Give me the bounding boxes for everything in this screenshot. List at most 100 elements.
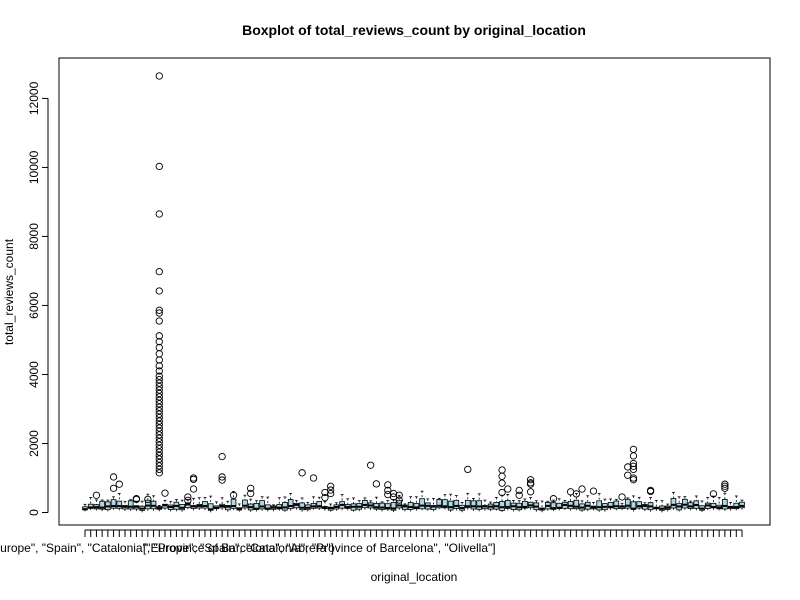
outlier-point <box>155 350 163 358</box>
outlier-point <box>498 479 506 487</box>
box-group <box>309 474 318 510</box>
box-group <box>699 500 705 512</box>
box-group <box>556 498 562 511</box>
box-group <box>493 497 500 511</box>
box <box>573 499 580 510</box>
outlier-point <box>321 494 329 502</box>
box-group <box>247 484 255 513</box>
box-group <box>624 463 632 511</box>
outlier-point <box>155 417 163 425</box>
box-group <box>356 500 363 512</box>
box-group <box>82 503 88 512</box>
outlier-point <box>109 484 118 492</box>
box-group <box>424 498 431 511</box>
outlier-point <box>155 434 163 442</box>
x-axis: ["Europe", "Spain", "Catalonia", "Provin… <box>0 529 743 555</box>
box <box>242 499 248 509</box>
box-group <box>350 497 357 512</box>
box <box>550 502 557 510</box>
outlier-point <box>155 441 163 449</box>
outlier-point <box>155 420 163 429</box>
outlier-point <box>155 407 163 415</box>
outlier-point <box>155 210 163 218</box>
box-group <box>122 500 128 512</box>
box-group <box>602 498 608 512</box>
outlier-point <box>161 489 169 497</box>
box-group <box>589 487 598 511</box>
box <box>596 500 602 511</box>
box-group <box>115 480 123 511</box>
outlier-point <box>721 484 729 492</box>
box-group <box>549 495 558 512</box>
plot-area-frame <box>58 57 771 526</box>
box-group <box>395 491 403 510</box>
outlier-point <box>109 473 118 481</box>
box <box>613 500 620 510</box>
box-group <box>721 480 729 512</box>
outlier-point <box>155 455 163 463</box>
box <box>390 502 397 511</box>
box-group <box>664 503 671 512</box>
outlier-point <box>309 474 318 482</box>
outlier-point <box>155 393 163 401</box>
box-group <box>184 493 192 510</box>
box <box>522 500 528 509</box>
outlier-point <box>155 438 163 446</box>
box-group <box>733 495 740 511</box>
outlier-point <box>189 485 198 493</box>
box-group <box>379 501 385 512</box>
box-group <box>487 501 494 512</box>
box <box>287 499 294 510</box>
outlier-point <box>629 465 638 474</box>
box-group <box>144 493 152 511</box>
box-group <box>150 495 157 512</box>
box-group <box>539 500 545 513</box>
outlier-point <box>155 309 163 317</box>
outlier-point <box>395 496 403 504</box>
box-group <box>459 502 465 513</box>
box-group <box>607 498 614 511</box>
box-group <box>362 497 368 511</box>
outlier-point <box>189 475 198 484</box>
outlier-point <box>155 332 163 340</box>
y-tick-label: 2000 <box>27 430 41 457</box>
outlier-point <box>155 72 163 80</box>
box <box>419 498 425 510</box>
box-group <box>229 491 238 511</box>
box-group <box>739 499 745 511</box>
box-group <box>562 499 568 511</box>
box <box>733 502 740 510</box>
outlier-point <box>155 356 163 364</box>
box-group <box>687 500 694 511</box>
outlier-point <box>155 306 163 314</box>
box-group <box>510 499 517 512</box>
outlier-point <box>155 376 163 384</box>
outlier-point <box>155 162 163 171</box>
box <box>464 499 471 509</box>
outlier-point <box>155 413 163 422</box>
outlier-point <box>155 386 163 394</box>
box-group <box>109 473 118 510</box>
box-group <box>618 493 626 511</box>
y-axis: 0 2000 4000 6000 8000 10000 12000 <box>27 81 49 516</box>
box-group <box>515 486 523 512</box>
y-tick-label: 4000 <box>27 361 41 388</box>
box-group <box>596 493 602 512</box>
box-group <box>642 502 648 512</box>
box <box>436 499 443 509</box>
box <box>722 499 728 510</box>
outlier-point <box>572 490 580 498</box>
box-group <box>676 496 682 512</box>
box-group <box>207 495 214 513</box>
box-group <box>442 494 448 510</box>
box-group <box>259 496 265 512</box>
outlier-point <box>646 487 655 496</box>
box-group <box>533 500 540 513</box>
box <box>99 500 105 510</box>
box-group <box>504 485 512 511</box>
box-group <box>636 496 642 510</box>
outlier-point <box>327 482 335 490</box>
box-group <box>189 474 198 512</box>
box-group <box>716 497 722 511</box>
